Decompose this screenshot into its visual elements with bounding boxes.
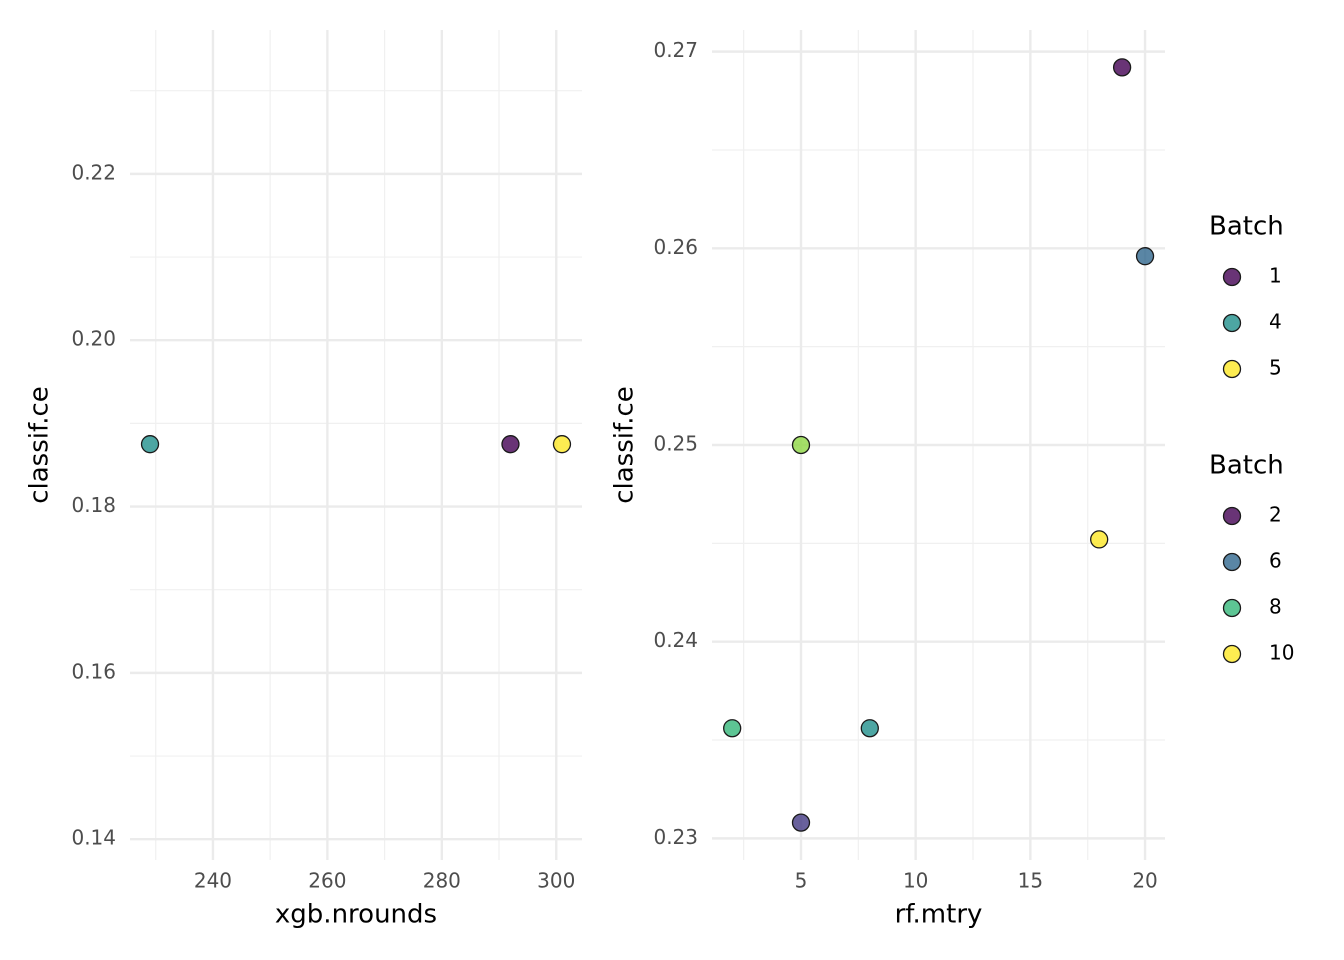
y-tick-label: 0.18 <box>71 493 116 517</box>
legend-swatch <box>1222 598 1242 618</box>
x-axis-label: rf.mtry <box>895 900 983 930</box>
legend-title: Batch <box>1209 451 1284 481</box>
legend-swatch <box>1222 506 1242 526</box>
x-axis-label: xgb.nrounds <box>275 900 437 930</box>
legend-label: 2 <box>1269 503 1282 527</box>
x-tick-label: 280 <box>423 869 461 893</box>
x-tick-label: 15 <box>1018 869 1043 893</box>
legend-label: 6 <box>1269 549 1282 573</box>
legend-label: 8 <box>1269 595 1282 619</box>
point <box>501 435 520 454</box>
x-tick-label: 240 <box>194 869 232 893</box>
x-tick-label: 260 <box>308 869 346 893</box>
y-tick-label: 0.26 <box>653 235 698 259</box>
y-tick-label: 0.27 <box>653 38 698 62</box>
point <box>1135 247 1155 266</box>
y-axis-label: classif.ce <box>25 386 55 504</box>
point <box>552 435 572 454</box>
legend-label: 10 <box>1269 641 1294 665</box>
point <box>140 435 160 454</box>
point <box>791 813 811 832</box>
point <box>1112 58 1132 77</box>
point <box>1090 530 1109 549</box>
legend-swatch <box>1222 313 1242 333</box>
point <box>860 719 879 738</box>
legend-title: Batch <box>1209 212 1284 242</box>
y-tick-label: 0.25 <box>653 432 698 456</box>
y-axis-label: classif.ce <box>610 386 640 504</box>
point <box>723 719 742 738</box>
legend-swatch <box>1222 644 1242 664</box>
legend-swatch <box>1222 359 1242 379</box>
y-tick-label: 0.24 <box>653 628 698 652</box>
legend-swatch <box>1222 267 1242 287</box>
y-tick-label: 0.14 <box>71 826 116 850</box>
x-tick-label: 20 <box>1132 869 1157 893</box>
y-tick-label: 0.23 <box>653 825 698 849</box>
point <box>791 435 811 455</box>
legend-label: 1 <box>1269 264 1282 288</box>
legend-label: 5 <box>1269 356 1282 380</box>
y-tick-label: 0.22 <box>71 160 116 184</box>
y-tick-label: 0.20 <box>71 327 116 351</box>
x-tick-label: 10 <box>903 869 928 893</box>
legend-swatch <box>1222 552 1242 572</box>
y-tick-label: 0.16 <box>71 659 116 683</box>
legend-label: 4 <box>1269 310 1282 334</box>
x-tick-label: 300 <box>537 869 575 893</box>
x-tick-label: 5 <box>795 869 808 893</box>
